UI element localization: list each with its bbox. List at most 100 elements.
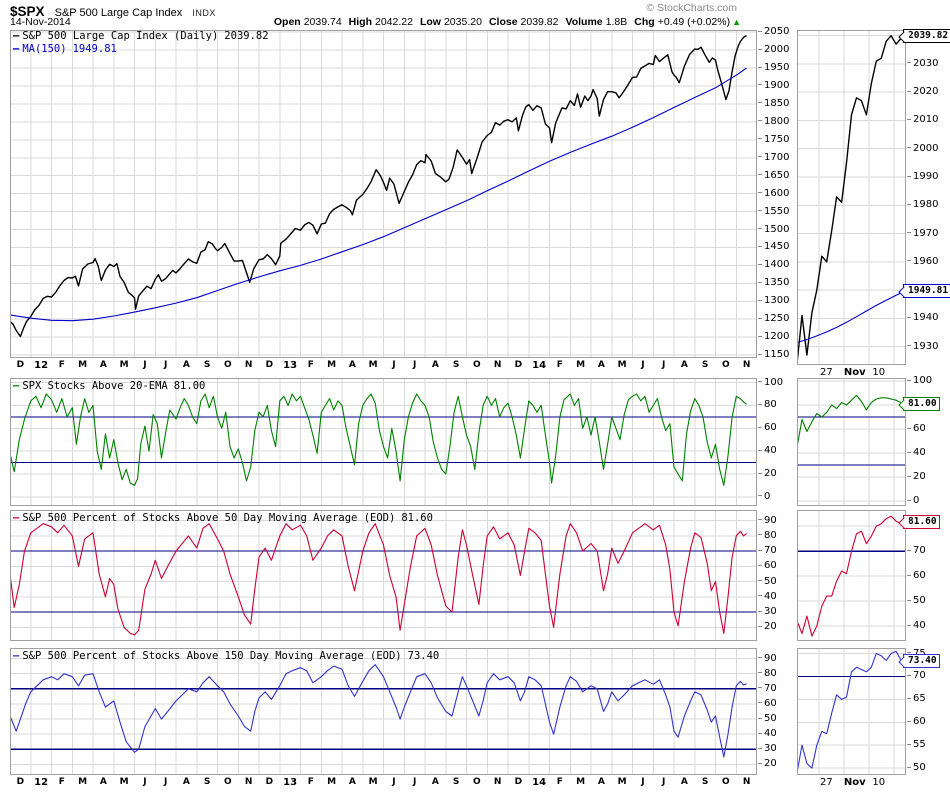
above-20ema-mini-ytick-60: 60 [907, 423, 926, 434]
price-ytick-1550: 1550 [758, 206, 789, 217]
x-month-label-M: M [119, 360, 129, 370]
above-20ema-value: 81.00 [173, 380, 206, 392]
price-mini-ytick-2020: 2020 [907, 86, 938, 97]
price-mini-last-value-tag: 2039.82 [898, 29, 950, 44]
above-150ma-ytick-70: 70 [758, 683, 777, 694]
above-50ma-mini-series-0 [797, 515, 906, 637]
above-50ma-mini-plot [797, 510, 906, 641]
price-mini-last-value-tag: 1949.81 [898, 283, 950, 298]
above-150ma-mini-plot [797, 648, 906, 775]
above-20ema-mini-plot [797, 378, 906, 506]
chart-date: 14-Nov-2014 [10, 16, 71, 28]
change-up-icon: ▲ [732, 17, 741, 27]
plot-border [10, 378, 757, 506]
legend-ma150: — MA(150) 1949.81 [13, 43, 117, 55]
above-50ma-ytick-70: 70 [758, 545, 777, 556]
price-mini-ytick-2000: 2000 [907, 143, 938, 154]
price-ytick-1500: 1500 [758, 224, 789, 235]
mini-x-label-Nov: Nov [843, 777, 866, 788]
price-ytick-1700: 1700 [758, 152, 789, 163]
x-month-label-J: J [143, 777, 147, 787]
low-label: Low [419, 16, 441, 28]
above-50ma-mini-ytick-60: 60 [907, 570, 926, 581]
spx-series-value: 2039.82 [224, 30, 269, 42]
above-50ma-ytick-50: 50 [758, 576, 777, 587]
ticker-symbol: $SPX [10, 4, 45, 19]
above-150ma-mini-ytick-55: 55 [907, 739, 926, 750]
above-150ma-mini-ytick-70: 70 [907, 670, 926, 681]
price-ytick-1750: 1750 [758, 134, 789, 145]
x-month-label-F: F [58, 360, 65, 370]
legend-above-150ma: — S&P 500 Percent of Stocks Above 150 Day… [13, 650, 439, 662]
plot-border [10, 30, 757, 358]
above-150ma-ytick-60: 60 [758, 698, 777, 709]
ma150-line-swatch-icon: — [13, 43, 20, 55]
above-150ma-swatch-icon: — [13, 650, 20, 662]
above-20ema-ytick-100: 100 [758, 377, 783, 388]
x-month-label-A: A [431, 360, 439, 370]
exchange-label: INDX [192, 8, 216, 18]
above-50ma-mini-ytick-40: 40 [907, 620, 926, 631]
ma150-series-name: MA(150) [22, 43, 67, 55]
x-month-label-14: 14 [532, 777, 547, 788]
price-mini-ytick-1980: 1980 [907, 199, 938, 210]
high-label: High [348, 16, 372, 28]
x-month-label-M: M [78, 777, 88, 787]
high-value: 2042.22 [375, 16, 413, 28]
plot-border [797, 510, 906, 641]
x-month-label-A: A [99, 360, 107, 370]
above-20ema-mini-series-0 [797, 394, 906, 448]
x-month-label-D: D [514, 777, 523, 787]
above-20ema-plot [10, 378, 757, 506]
x-month-label-N: N [742, 777, 751, 787]
x-month-label-D: D [514, 360, 523, 370]
ma150-series-value: 1949.81 [72, 43, 117, 55]
above-50ma-ytick-80: 80 [758, 530, 777, 541]
x-month-label-M: M [576, 777, 586, 787]
x-month-label-F: F [307, 360, 314, 370]
price-mini-series-0 [797, 34, 906, 364]
close-value: 2039.82 [520, 16, 559, 28]
quote-summary-row: Open 2039.74 High 2042.22 Low 2035.20 Close 203… [274, 16, 741, 28]
x-month-label-J: J [163, 777, 168, 787]
price-series-1 [10, 67, 747, 322]
x-month-label-O: O [473, 777, 481, 787]
x-month-label-O: O [722, 360, 730, 370]
above-20ema-series-0 [10, 393, 747, 486]
price-ytick-1350: 1350 [758, 277, 789, 288]
x-month-label-M: M [78, 360, 88, 370]
above-50ma-mini-last-value: 81.60 [908, 516, 937, 528]
x-month-label-M: M [327, 777, 337, 787]
price-mini-series-1 [797, 290, 906, 343]
above-50ma-mini-ytick-50: 50 [907, 595, 926, 606]
price-ytick-1650: 1650 [758, 170, 789, 181]
x-month-label-D: D [16, 360, 25, 370]
above-50ma-ytick-30: 30 [758, 606, 777, 617]
x-month-label-S: S [701, 777, 709, 787]
above-20ema-ytick-0: 0 [758, 491, 770, 502]
x-month-label-A: A [680, 360, 688, 370]
volume-value: 1.8B [605, 16, 628, 28]
plot-border [797, 648, 906, 775]
x-month-label-F: F [556, 360, 563, 370]
x-month-label-A: A [182, 360, 190, 370]
plot-border [10, 648, 757, 775]
x-month-label-M: M [617, 360, 627, 370]
legend-above-50ma: — S&P 500 Percent of Stocks Above 50 Day … [13, 512, 433, 524]
x-month-label-J: J [412, 777, 417, 787]
above-150ma-mini-last-value: 73.40 [908, 654, 937, 666]
price-ytick-2000: 2000 [758, 44, 789, 55]
price-mini-ytick-1990: 1990 [907, 171, 938, 182]
price-ytick-1900: 1900 [758, 80, 789, 91]
low-value: 2035.20 [443, 16, 482, 28]
x-month-label-F: F [556, 777, 563, 787]
above-20ema-ytick-20: 20 [758, 468, 777, 479]
above-150ma-mini-ytick-65: 65 [907, 693, 926, 704]
price-ytick-1400: 1400 [758, 259, 789, 270]
legend-spx-daily: — S&P 500 Large Cap Index (Daily) 2039.82 [13, 30, 269, 42]
x-month-label-13: 13 [283, 360, 298, 371]
price-mini-last-value: 1949.81 [908, 284, 949, 296]
x-month-label-N: N [244, 360, 253, 370]
x-month-label-F: F [58, 777, 65, 787]
x-month-label-O: O [224, 360, 232, 370]
